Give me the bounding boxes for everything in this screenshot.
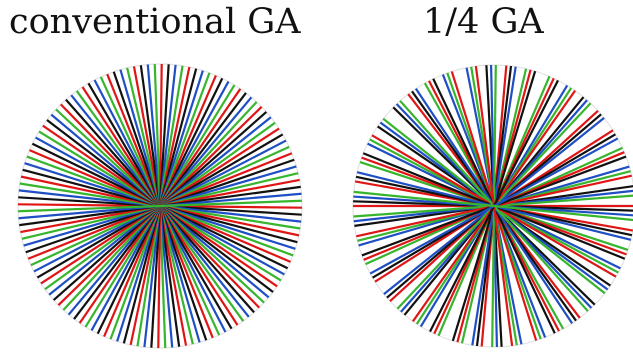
spoke-line — [353, 190, 633, 222]
title-conventional-ga: conventional GA — [9, 2, 301, 42]
title-quarter-ga: 1/4 GA — [423, 2, 544, 42]
spoke-line — [18, 199, 302, 213]
panel-quarter-ga — [352, 64, 633, 348]
panel-conventional-ga — [17, 63, 303, 349]
outline-circle — [17, 63, 303, 349]
